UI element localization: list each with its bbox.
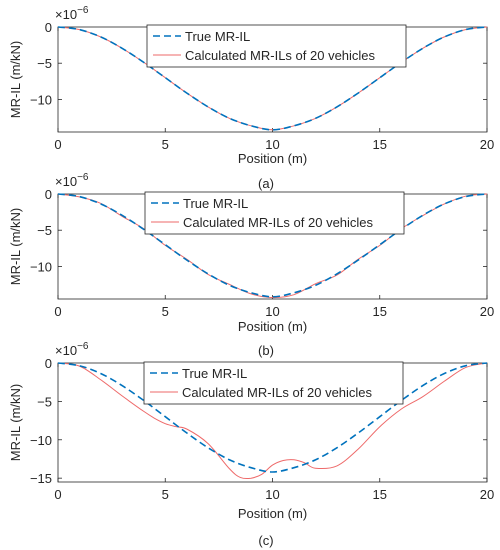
x-tick-label: 20 [480,137,494,152]
x-tick-label: 0 [54,137,61,152]
legend-entry: Calculated MR-ILs of 20 vehicles [182,385,373,400]
panel-b: 0 5 10 15 20 0 −5 −10 ×10−6 Position (m) MR-IL (m/… [8,172,494,358]
x-tick-label: 10 [265,487,279,502]
y-exponent-label: ×10−6 [55,5,89,22]
legend-box [144,191,405,235]
legend: True MR-IL Calculated MR-ILs of 20 vehicl… [143,361,404,405]
x-tick-label: 0 [54,304,61,319]
y-axis-label: MR-IL (m/kN) [8,384,23,462]
y-axis-label: MR-IL (m/kN) [8,41,23,119]
legend-entry: True MR-IL [183,196,248,211]
legend-box [143,361,404,405]
y-tick-label: 0 [45,20,52,35]
legend: True MR-IL Calculated MR-ILs of 20 vehicl… [144,191,405,235]
x-tick-label: 15 [373,487,387,502]
y-tick-label: −10 [30,92,52,107]
series-line-calculated-mr-ils [57,26,488,131]
x-tick-label: 15 [373,304,387,319]
y-axis-label: MR-IL (m/kN) [8,208,23,286]
series-line-true-mr-il [57,362,488,473]
legend: True MR-IL Calculated MR-ILs of 20 vehicl… [146,24,407,68]
legend-box [146,24,407,68]
panel-a: 0 5 10 15 20 0 −5 −10 ×10−6 Position (m) MR-IL (m/… [8,5,494,191]
y-tick-label: −5 [37,56,52,71]
x-axis-label: Position (m) [238,319,307,334]
y-tick-label: −10 [30,433,52,448]
x-tick-label: 10 [265,137,279,152]
series-line-calculated-mr-ils [57,362,488,480]
x-tick-label: 5 [162,137,169,152]
y-tick-label: −15 [30,471,52,486]
panel-caption: (c) [258,533,273,548]
y-exponent-label: ×10−6 [55,172,89,189]
x-axis-label: Position (m) [238,506,307,521]
x-tick-label: 10 [265,304,279,319]
x-tick-label: 5 [162,304,169,319]
x-tick-label: 20 [480,304,494,319]
legend-entry: Calculated MR-ILs of 20 vehicles [185,48,376,63]
panel-caption: (a) [258,176,274,191]
legend-entry: True MR-IL [185,29,250,44]
x-tick-label: 5 [162,487,169,502]
legend-entry: Calculated MR-ILs of 20 vehicles [183,215,374,230]
panel-c: 0 5 10 15 20 0 −5 −10 −15 ×10−6 Position (m) MR-IL … [8,341,494,548]
y-tick-label: 0 [45,356,52,371]
y-tick-label: 0 [45,187,52,202]
y-tick-label: −5 [37,394,52,409]
x-tick-label: 20 [480,487,494,502]
y-tick-label: −10 [30,259,52,274]
series-line-calculated-mr-ils [57,193,488,299]
x-axis-label: Position (m) [238,151,307,166]
x-tick-label: 0 [54,487,61,502]
legend-entry: True MR-IL [182,366,247,381]
x-tick-label: 15 [373,137,387,152]
panel-caption: (b) [258,343,274,358]
y-exponent-label: ×10−6 [55,341,89,358]
y-tick-label: −5 [37,223,52,238]
